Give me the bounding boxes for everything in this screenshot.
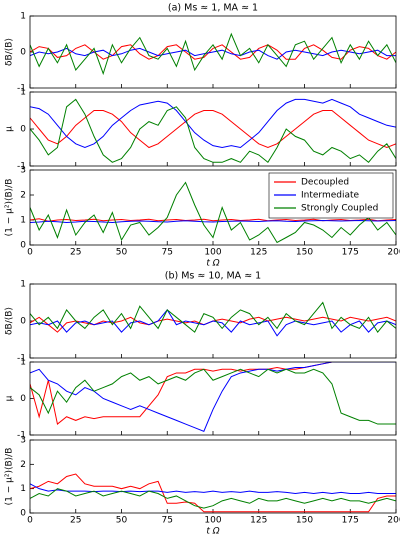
axes-frame [29, 283, 397, 359]
y-axis-label: δB/⟨B⟩ [5, 38, 15, 66]
panel-title: (a) Ms ≈ 1, MA ≈ 1 [168, 3, 258, 14]
legend-label: Decoupled [301, 178, 349, 188]
series-line [30, 44, 396, 60]
x-tick-label: 125 [250, 248, 267, 258]
x-tick-label: 75 [162, 516, 173, 526]
y-axis-label: δB/⟨B⟩ [5, 307, 15, 335]
x-tick-label: 150 [296, 248, 313, 258]
series-line [30, 473, 396, 513]
x-tick-label: 0 [27, 516, 33, 526]
legend-label: Intermediate [301, 191, 360, 201]
x-tick-label: 200 [387, 516, 400, 526]
series-line [30, 362, 396, 432]
series-line [30, 219, 396, 224]
series-line [30, 483, 396, 495]
x-axis-label: t Ω [206, 527, 219, 537]
series-line [30, 110, 396, 149]
x-tick-label: 100 [204, 516, 221, 526]
y-axis-label: μ [5, 126, 15, 132]
x-tick-label: 175 [342, 516, 359, 526]
y-tick-label: 3 [20, 166, 26, 176]
y-tick-label: 2 [20, 191, 26, 201]
series-line [30, 98, 396, 164]
series-line [30, 316, 396, 333]
y-tick-label: 0 [20, 394, 26, 404]
y-tick-label: 3 [20, 436, 26, 446]
x-tick-label: 100 [204, 248, 221, 258]
y-axis-label: (1 − μ²)⟨B⟩/B [5, 448, 15, 506]
series-line [30, 32, 396, 76]
y-tick-label: 0 [20, 125, 26, 135]
x-axis-label: t Ω [206, 259, 219, 269]
x-tick-label: 50 [116, 248, 128, 258]
series-line [30, 218, 396, 222]
y-tick-label: -1 [17, 162, 26, 172]
y-tick-label: 1 [20, 280, 26, 290]
y-tick-label: 1 [20, 216, 26, 226]
y-tick-label: -1 [17, 431, 26, 441]
x-tick-label: 175 [342, 248, 359, 258]
x-tick-label: 75 [162, 248, 173, 258]
y-tick-label: -1 [17, 84, 26, 94]
axes-frame [29, 15, 397, 89]
series-line [30, 301, 396, 333]
y-tick-label: 1 [20, 88, 26, 98]
y-axis-label: μ [5, 395, 15, 401]
series-line [30, 47, 396, 60]
x-tick-label: 25 [70, 516, 81, 526]
x-tick-label: 0 [27, 248, 33, 258]
y-tick-label: 0 [20, 317, 26, 327]
x-tick-label: 125 [250, 516, 267, 526]
axes-frame [29, 169, 397, 246]
panel-title: (b) Ms ≈ 10, MA ≈ 1 [165, 271, 261, 282]
axes-frame [29, 361, 397, 436]
series-line [30, 98, 396, 149]
series-line [30, 368, 396, 425]
axes-frame [29, 91, 397, 167]
y-tick-label: 0 [20, 241, 26, 251]
y-tick-label: 1 [20, 358, 26, 368]
series-line [30, 181, 396, 244]
y-tick-label: 0 [20, 48, 26, 58]
y-tick-label: 1 [20, 484, 26, 494]
series-line [30, 362, 396, 425]
x-tick-label: 150 [296, 516, 313, 526]
y-tick-label: 0 [20, 509, 26, 519]
series-line [30, 488, 396, 509]
x-tick-label: 50 [116, 516, 128, 526]
x-tick-label: 25 [70, 248, 81, 258]
legend-label: Strongly Coupled [301, 204, 378, 214]
x-tick-label: 200 [387, 248, 400, 258]
y-axis-label: (1 − μ²)⟨B⟩/B [5, 179, 15, 237]
y-tick-label: 2 [20, 460, 26, 470]
y-tick-label: 1 [20, 12, 26, 22]
y-tick-label: -1 [17, 354, 26, 364]
axes-frame [29, 439, 397, 514]
